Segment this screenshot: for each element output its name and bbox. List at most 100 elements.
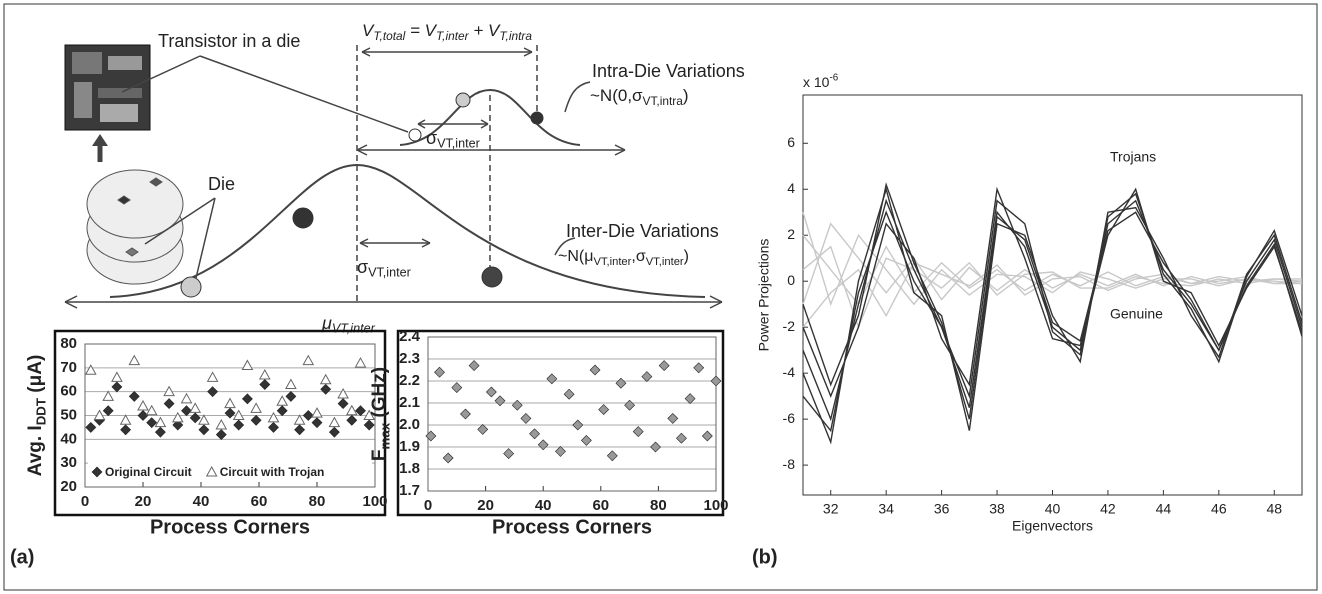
y-axis-label: Avg. IDDT (μA) <box>25 355 48 477</box>
legend-marker <box>205 465 218 477</box>
data-point <box>137 399 149 411</box>
data-point <box>337 388 349 399</box>
x-tick-label: 46 <box>1211 501 1227 517</box>
x-tick-label: 40 <box>193 493 210 510</box>
data-point <box>320 383 332 395</box>
x-tick-label: 80 <box>650 497 667 514</box>
y-tick-label: 50 <box>60 406 77 423</box>
text-part: VT,inter <box>593 256 631 268</box>
data-point <box>276 405 288 417</box>
data-point <box>180 392 193 404</box>
data-point <box>425 430 437 442</box>
y-tick-label: -6 <box>783 410 796 426</box>
legend-label: Original Circuit <box>105 465 192 479</box>
data-point <box>207 386 219 398</box>
data-point <box>710 375 722 387</box>
data-point <box>189 412 201 424</box>
data-point <box>163 398 175 410</box>
data-point <box>346 414 358 426</box>
data-point <box>667 412 679 424</box>
data-point <box>285 378 297 390</box>
data-point <box>328 416 341 428</box>
data-point <box>511 399 523 411</box>
y-tick-label: 1.9 <box>399 438 420 455</box>
mu-label: μVT,inter <box>321 313 376 336</box>
diagram-lines <box>64 45 723 309</box>
text-part: ) <box>684 248 689 265</box>
data-point <box>363 409 376 420</box>
intra-distribution: ~N(0,σVT,intra) <box>590 86 689 108</box>
text-part: (GHz) <box>369 367 390 423</box>
y-tick-label: 40 <box>60 430 77 447</box>
sigma-label: σVT,inter <box>357 257 411 280</box>
x-tick-label: 60 <box>592 497 609 514</box>
text-part: ~N(μ <box>558 248 593 265</box>
x-tick-label: 48 <box>1266 501 1282 517</box>
data-point <box>163 385 175 397</box>
data-point <box>606 450 618 462</box>
sigma-label: σVT,inter <box>426 128 480 151</box>
x-tick-label: 32 <box>823 501 839 517</box>
y-tick-label: 70 <box>60 359 77 376</box>
wafer-icons <box>86 169 184 285</box>
inter-title: Inter-Die Variations <box>566 221 719 241</box>
data-line <box>802 245 1302 330</box>
x-tick-label: 42 <box>1100 501 1116 517</box>
transistor-label: Transistor in a die <box>158 31 300 51</box>
x-tick-label: 40 <box>1045 501 1061 517</box>
y-axis-label: Power Projections <box>756 239 772 352</box>
data-point <box>589 364 601 376</box>
text-part: -6 <box>829 72 838 83</box>
text-part: Avg. I <box>25 425 46 476</box>
data-point <box>520 412 532 424</box>
data-point <box>119 414 132 425</box>
text-part: VT,intra <box>643 94 684 108</box>
data-point <box>267 411 280 423</box>
text-part: max <box>377 422 392 449</box>
data-point <box>460 408 471 420</box>
data-point <box>85 421 97 433</box>
text-part: = V <box>405 21 437 40</box>
y-tick-label: -8 <box>783 456 796 472</box>
data-point <box>111 381 123 393</box>
data-point <box>572 419 584 431</box>
text-part: (μA) <box>25 355 46 398</box>
plot-frame <box>84 343 376 488</box>
chart-frame <box>53 329 387 517</box>
data-point <box>641 371 653 383</box>
data-line <box>802 212 1303 307</box>
data-point <box>468 360 480 372</box>
data-point <box>250 402 262 413</box>
data-point <box>154 426 166 438</box>
text-part: V <box>362 21 375 40</box>
data-point <box>555 445 566 457</box>
data-point <box>224 407 236 419</box>
y-tick-label: 20 <box>60 478 77 495</box>
chart-frame <box>396 329 725 517</box>
data-point <box>128 354 141 366</box>
data-point <box>442 452 454 464</box>
x-axis-label: Process Corners <box>150 516 310 538</box>
data-point <box>451 382 463 394</box>
data-point <box>241 359 254 370</box>
y-tick-label: 1.8 <box>399 460 420 477</box>
x-tick-label: 34 <box>878 501 894 517</box>
data-point <box>154 416 167 428</box>
data-point <box>171 411 184 423</box>
y-tick-label: 2.2 <box>399 372 420 389</box>
data-point <box>93 409 106 420</box>
data-point <box>580 434 592 446</box>
data-point <box>302 354 315 366</box>
data-point <box>485 386 497 398</box>
x-tick-label: 36 <box>934 501 950 517</box>
die-label: Die <box>208 174 235 194</box>
text-part: x 10 <box>803 74 830 90</box>
y-tick-label: 1.7 <box>399 482 420 499</box>
data-line <box>802 198 1303 422</box>
data-point <box>354 357 367 368</box>
y-tick-label: 0 <box>787 272 795 288</box>
data-line <box>802 261 1302 328</box>
plot-frame <box>802 94 1303 496</box>
